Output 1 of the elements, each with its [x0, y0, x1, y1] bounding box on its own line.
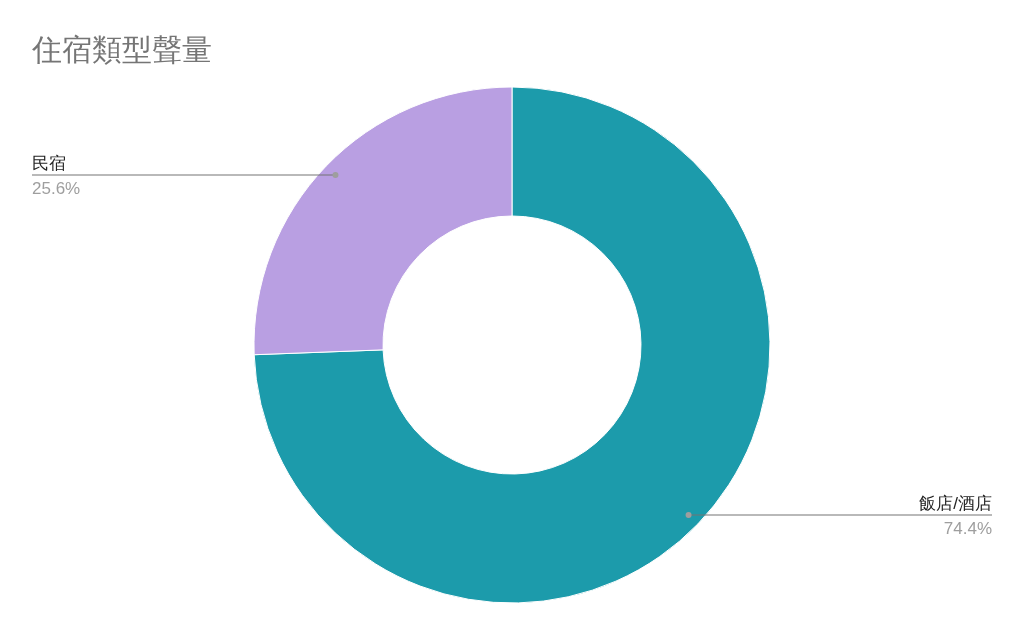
title: 住宿類型聲量: [32, 33, 212, 66]
